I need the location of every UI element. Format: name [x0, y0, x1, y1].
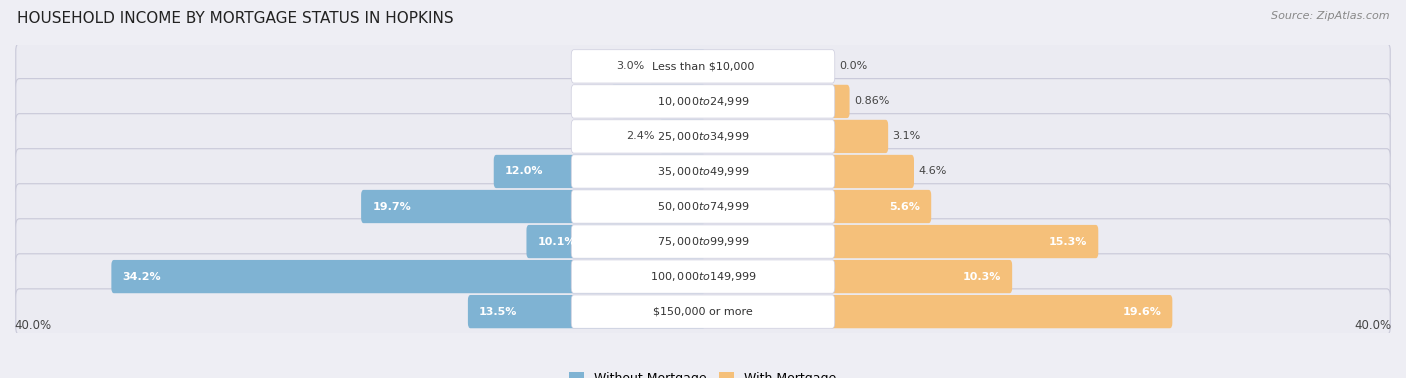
FancyBboxPatch shape [15, 43, 1391, 89]
Text: 19.7%: 19.7% [373, 201, 411, 212]
Text: $150,000 or more: $150,000 or more [654, 307, 752, 317]
Text: 40.0%: 40.0% [14, 319, 51, 332]
FancyBboxPatch shape [830, 295, 1173, 328]
FancyBboxPatch shape [571, 120, 835, 153]
FancyBboxPatch shape [571, 50, 835, 83]
FancyBboxPatch shape [111, 260, 706, 293]
Text: 13.5%: 13.5% [479, 307, 517, 317]
Text: 19.6%: 19.6% [1122, 307, 1161, 317]
Text: $75,000 to $99,999: $75,000 to $99,999 [657, 235, 749, 248]
FancyBboxPatch shape [571, 190, 835, 223]
Text: 34.2%: 34.2% [122, 271, 162, 282]
Text: $10,000 to $24,999: $10,000 to $24,999 [657, 95, 749, 108]
FancyBboxPatch shape [830, 260, 1012, 293]
FancyBboxPatch shape [571, 295, 835, 328]
Legend: Without Mortgage, With Mortgage: Without Mortgage, With Mortgage [564, 367, 842, 378]
FancyBboxPatch shape [15, 149, 1391, 194]
Text: 10.1%: 10.1% [537, 237, 576, 246]
FancyBboxPatch shape [494, 155, 706, 188]
FancyBboxPatch shape [830, 120, 889, 153]
FancyBboxPatch shape [830, 190, 931, 223]
FancyBboxPatch shape [15, 184, 1391, 229]
FancyBboxPatch shape [571, 85, 835, 118]
Text: $100,000 to $149,999: $100,000 to $149,999 [650, 270, 756, 283]
FancyBboxPatch shape [15, 219, 1391, 264]
FancyBboxPatch shape [830, 155, 914, 188]
Text: 3.0%: 3.0% [616, 61, 644, 71]
FancyBboxPatch shape [15, 289, 1391, 335]
FancyBboxPatch shape [15, 79, 1391, 124]
Text: 15.3%: 15.3% [1049, 237, 1087, 246]
Text: $35,000 to $49,999: $35,000 to $49,999 [657, 165, 749, 178]
Text: Source: ZipAtlas.com: Source: ZipAtlas.com [1271, 11, 1389, 21]
Text: HOUSEHOLD INCOME BY MORTGAGE STATUS IN HOPKINS: HOUSEHOLD INCOME BY MORTGAGE STATUS IN H… [17, 11, 454, 26]
Text: $50,000 to $74,999: $50,000 to $74,999 [657, 200, 749, 213]
FancyBboxPatch shape [361, 190, 706, 223]
Text: 4.6%: 4.6% [918, 166, 946, 177]
Text: Less than $10,000: Less than $10,000 [652, 61, 754, 71]
Text: 3.1%: 3.1% [893, 132, 921, 141]
Text: $25,000 to $34,999: $25,000 to $34,999 [657, 130, 749, 143]
FancyBboxPatch shape [571, 225, 835, 258]
Text: 0.86%: 0.86% [853, 96, 889, 107]
Text: 10.3%: 10.3% [963, 271, 1001, 282]
FancyBboxPatch shape [526, 225, 706, 258]
FancyBboxPatch shape [468, 295, 706, 328]
FancyBboxPatch shape [659, 120, 706, 153]
FancyBboxPatch shape [648, 50, 706, 83]
FancyBboxPatch shape [15, 254, 1391, 299]
Text: 0.0%: 0.0% [839, 61, 868, 71]
Text: 40.0%: 40.0% [1355, 319, 1392, 332]
FancyBboxPatch shape [571, 260, 835, 293]
FancyBboxPatch shape [610, 85, 706, 118]
Text: 5.6%: 5.6% [889, 201, 920, 212]
FancyBboxPatch shape [830, 85, 849, 118]
Text: 2.4%: 2.4% [626, 132, 655, 141]
FancyBboxPatch shape [571, 155, 835, 188]
Text: 12.0%: 12.0% [505, 166, 544, 177]
FancyBboxPatch shape [15, 114, 1391, 159]
FancyBboxPatch shape [830, 225, 1098, 258]
Text: 5.2%: 5.2% [621, 96, 652, 107]
